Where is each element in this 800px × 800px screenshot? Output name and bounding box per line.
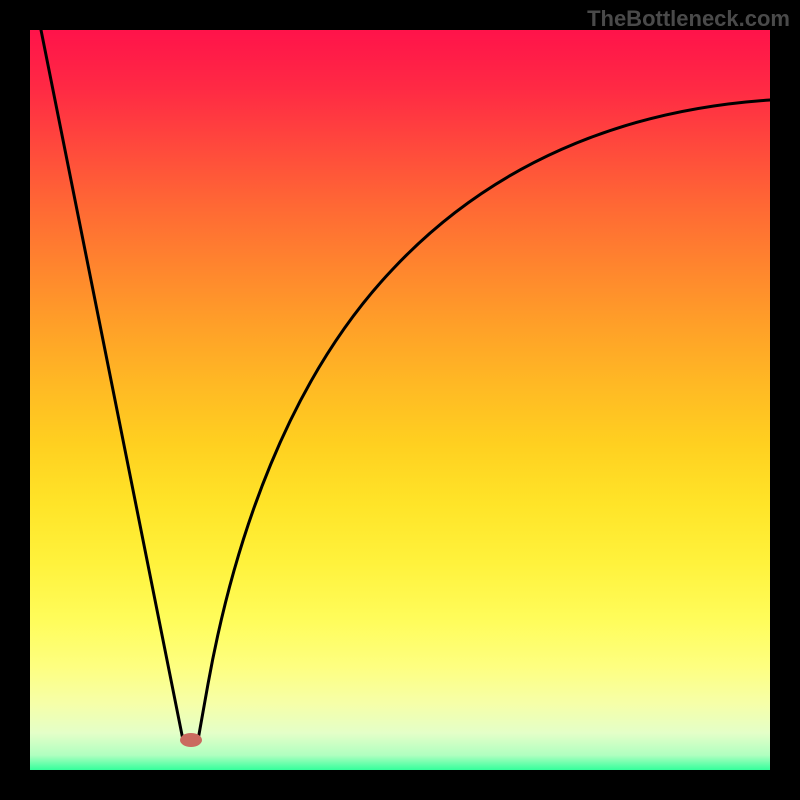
plot-background (30, 30, 770, 770)
minimum-marker (180, 733, 202, 747)
bottleneck-chart: TheBottleneck.com (0, 0, 800, 800)
chart-svg (0, 0, 800, 800)
attribution-label: TheBottleneck.com (587, 6, 790, 32)
